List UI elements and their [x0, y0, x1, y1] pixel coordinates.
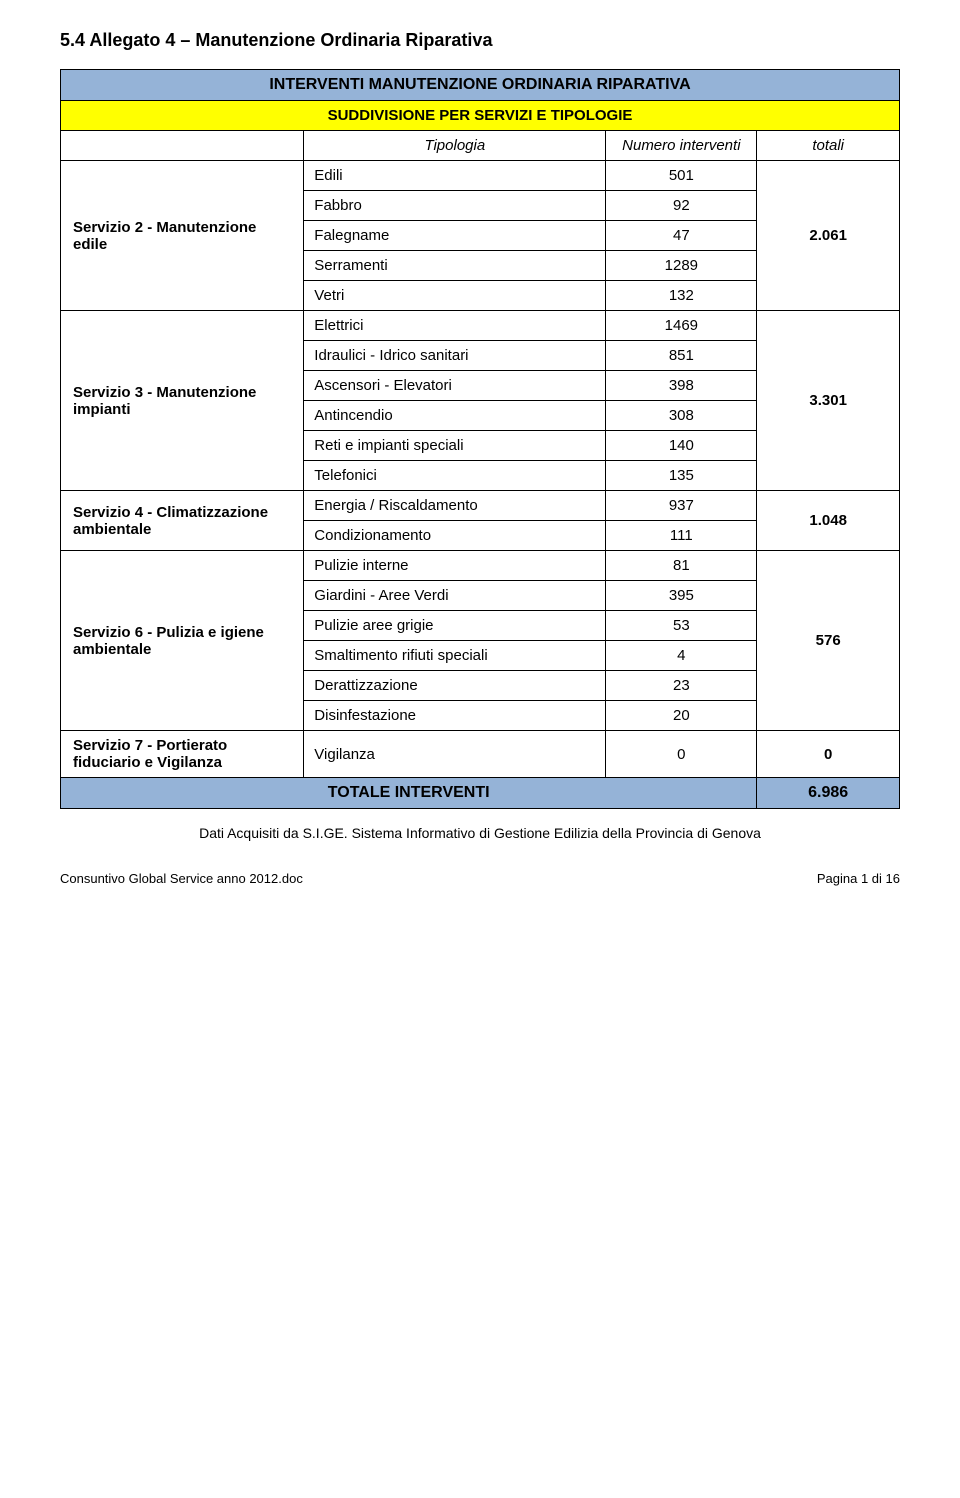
service-cell: Servizio 7 - Portierato fiduciario e Vig…	[61, 731, 304, 778]
tipologia-cell: Giardini - Aree Verdi	[304, 581, 606, 611]
column-header-row: Tipologia Numero interventi totali	[61, 131, 900, 161]
totale-cell: 3.301	[757, 311, 900, 491]
numero-cell: 81	[606, 551, 757, 581]
numero-cell: 937	[606, 491, 757, 521]
totale-cell: 1.048	[757, 491, 900, 551]
tipologia-cell: Reti e impianti speciali	[304, 431, 606, 461]
service-cell: Servizio 4 - Climatizzazione ambientale	[61, 491, 304, 551]
table-row: Servizio 3 - Manutenzione impiantiElettr…	[61, 311, 900, 341]
column-header-empty	[61, 131, 304, 161]
page-footer: Consuntivo Global Service anno 2012.doc …	[60, 871, 900, 886]
footer-left: Consuntivo Global Service anno 2012.doc	[60, 871, 303, 886]
total-row: TOTALE INTERVENTI6.986	[61, 778, 900, 809]
numero-cell: 501	[606, 161, 757, 191]
numero-cell: 0	[606, 731, 757, 778]
tipologia-cell: Energia / Riscaldamento	[304, 491, 606, 521]
totale-cell: 0	[757, 731, 900, 778]
numero-cell: 395	[606, 581, 757, 611]
table-row: Servizio 6 - Pulizia e igiene ambientale…	[61, 551, 900, 581]
numero-cell: 1289	[606, 251, 757, 281]
footnote: Dati Acquisiti da S.I.GE. Sistema Inform…	[60, 825, 900, 841]
numero-cell: 92	[606, 191, 757, 221]
total-label: TOTALE INTERVENTI	[61, 778, 757, 809]
tipologia-cell: Pulizie interne	[304, 551, 606, 581]
tipologia-cell: Ascensori - Elevatori	[304, 371, 606, 401]
tipologia-cell: Falegname	[304, 221, 606, 251]
numero-cell: 308	[606, 401, 757, 431]
numero-cell: 47	[606, 221, 757, 251]
table-row: Servizio 2 - Manutenzione edileEdili5012…	[61, 161, 900, 191]
totale-cell: 2.061	[757, 161, 900, 311]
section-heading: 5.4 Allegato 4 – Manutenzione Ordinaria …	[60, 30, 900, 51]
table-subtitle: SUDDIVISIONE PER SERVIZI E TIPOLOGIE	[61, 101, 900, 131]
total-value: 6.986	[757, 778, 900, 809]
numero-cell: 23	[606, 671, 757, 701]
numero-cell: 1469	[606, 311, 757, 341]
table-row: Servizio 7 - Portierato fiduciario e Vig…	[61, 731, 900, 778]
footer-right: Pagina 1 di 16	[817, 871, 900, 886]
numero-cell: 398	[606, 371, 757, 401]
column-header-totali: totali	[757, 131, 900, 161]
tipologia-cell: Idraulici - Idrico sanitari	[304, 341, 606, 371]
tipologia-cell: Vetri	[304, 281, 606, 311]
tipologia-cell: Edili	[304, 161, 606, 191]
service-cell: Servizio 6 - Pulizia e igiene ambientale	[61, 551, 304, 731]
service-cell: Servizio 3 - Manutenzione impianti	[61, 311, 304, 491]
tipologia-cell: Disinfestazione	[304, 701, 606, 731]
numero-cell: 132	[606, 281, 757, 311]
column-header-numero: Numero interventi	[606, 131, 757, 161]
numero-cell: 140	[606, 431, 757, 461]
tipologia-cell: Antincendio	[304, 401, 606, 431]
totale-cell: 576	[757, 551, 900, 731]
tipologia-cell: Pulizie aree grigie	[304, 611, 606, 641]
tipologia-cell: Smaltimento rifiuti speciali	[304, 641, 606, 671]
service-cell: Servizio 2 - Manutenzione edile	[61, 161, 304, 311]
interventi-table: INTERVENTI MANUTENZIONE ORDINARIA RIPARA…	[60, 69, 900, 809]
tipologia-cell: Condizionamento	[304, 521, 606, 551]
table-title-row: INTERVENTI MANUTENZIONE ORDINARIA RIPARA…	[61, 70, 900, 101]
tipologia-cell: Fabbro	[304, 191, 606, 221]
numero-cell: 4	[606, 641, 757, 671]
numero-cell: 135	[606, 461, 757, 491]
tipologia-cell: Serramenti	[304, 251, 606, 281]
numero-cell: 111	[606, 521, 757, 551]
table-subtitle-row: SUDDIVISIONE PER SERVIZI E TIPOLOGIE	[61, 101, 900, 131]
tipologia-cell: Derattizzazione	[304, 671, 606, 701]
numero-cell: 851	[606, 341, 757, 371]
table-title: INTERVENTI MANUTENZIONE ORDINARIA RIPARA…	[61, 70, 900, 101]
table-row: Servizio 4 - Climatizzazione ambientaleE…	[61, 491, 900, 521]
tipologia-cell: Elettrici	[304, 311, 606, 341]
column-header-tipologia: Tipologia	[304, 131, 606, 161]
tipologia-cell: Vigilanza	[304, 731, 606, 778]
numero-cell: 53	[606, 611, 757, 641]
tipologia-cell: Telefonici	[304, 461, 606, 491]
numero-cell: 20	[606, 701, 757, 731]
